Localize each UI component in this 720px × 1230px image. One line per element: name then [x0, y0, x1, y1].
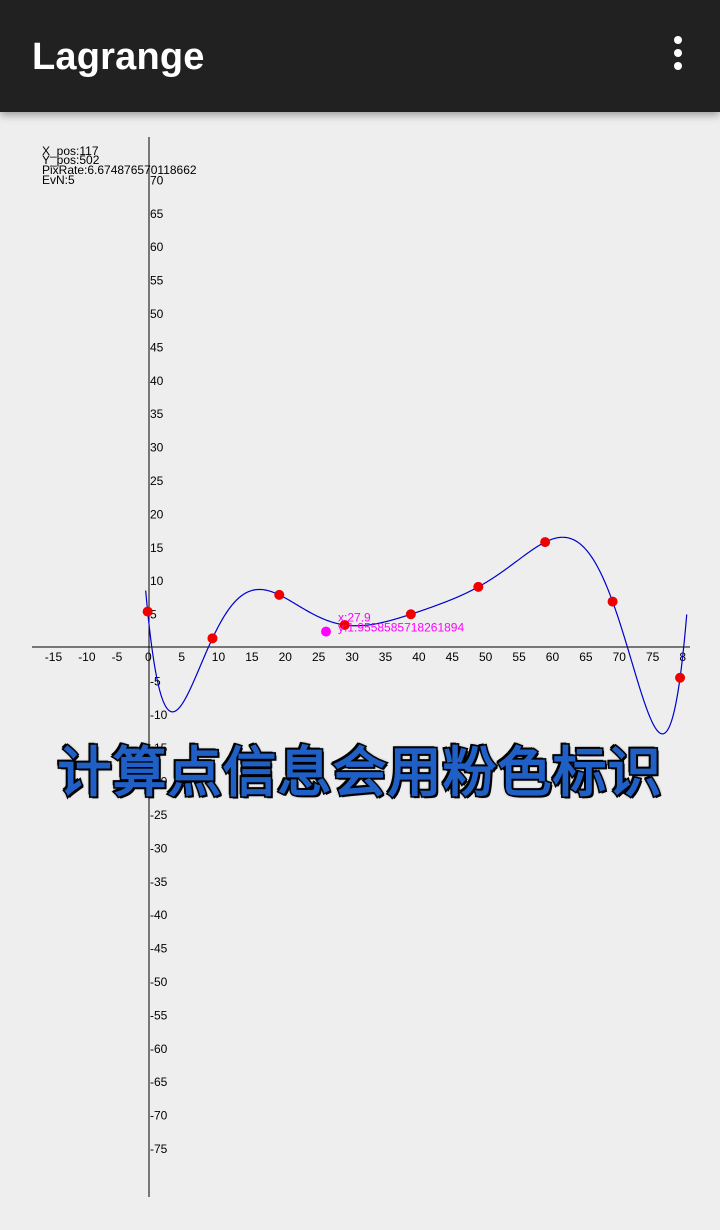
y-tick-label: 40 [150, 374, 164, 388]
x-tick-label: -10 [78, 650, 96, 664]
data-point [473, 581, 484, 592]
x-tick-label: 60 [546, 650, 560, 664]
data-point [339, 619, 350, 630]
x-tick-label: 15 [245, 650, 259, 664]
x-tick-label: 30 [345, 650, 359, 664]
x-tick-label: -15 [45, 650, 63, 664]
data-point [675, 672, 686, 683]
caption-overlay: 计算点信息会用粉色标识 [56, 740, 663, 806]
y-tick-label: -55 [150, 1008, 168, 1022]
x-tick-label: 40 [412, 650, 426, 664]
y-tick-label: -5 [150, 674, 161, 688]
x-tick-label: -5 [112, 650, 123, 664]
y-tick-label: -60 [150, 1042, 168, 1056]
y-tick-label: -25 [150, 808, 168, 822]
debug-y-pos: Y_pos:502 [42, 153, 100, 167]
y-tick-label: -65 [150, 1075, 168, 1089]
y-tick-label: -15 [150, 741, 168, 755]
overflow-menu-icon[interactable] [666, 36, 690, 76]
debug-evn: EvN:5 [42, 173, 75, 187]
computed-y-label: y:1.9558585718261894 [338, 621, 464, 635]
y-tick-label: -10 [150, 708, 168, 722]
debug-pix-rate: PixRate:6.674876570118662 [42, 163, 197, 177]
x-tick-label: 65 [579, 650, 593, 664]
y-tick-label: 55 [150, 274, 164, 288]
app-title: Lagrange [32, 36, 205, 78]
computed-point [321, 626, 332, 637]
y-tick-label: 65 [150, 207, 164, 221]
y-tick-label: -40 [150, 908, 168, 922]
y-tick-label: 70 [150, 173, 164, 187]
y-tick-label: 50 [150, 307, 164, 321]
x-tick-label: 75 [646, 650, 660, 664]
data-point [607, 596, 618, 607]
y-tick-label: 10 [150, 574, 164, 588]
y-tick-label: -20 [150, 775, 168, 789]
y-tick-label: -75 [150, 1142, 168, 1156]
y-tick-label: -50 [150, 975, 168, 989]
x-tick-label: 20 [279, 650, 293, 664]
y-tick-label: 15 [150, 541, 164, 555]
y-tick-label: 60 [150, 240, 164, 254]
data-point [207, 633, 218, 644]
app-bar: Lagrange [0, 0, 720, 112]
y-tick-label: 35 [150, 407, 164, 421]
x-tick-label: 0 [145, 650, 152, 664]
data-point [142, 606, 153, 617]
y-tick-label: 45 [150, 340, 164, 354]
y-tick-label: -30 [150, 841, 168, 855]
y-tick-label: 5 [150, 608, 157, 622]
x-tick-label: 55 [512, 650, 526, 664]
debug-x-pos: X_pos:117 [42, 144, 99, 158]
data-point [274, 589, 285, 600]
x-tick-label: 5 [178, 650, 185, 664]
y-tick-label: 25 [150, 474, 164, 488]
x-tick-label: 35 [379, 650, 393, 664]
y-tick-label: -45 [150, 942, 168, 956]
y-tick-label: 20 [150, 507, 164, 521]
y-tick-label: -35 [150, 875, 168, 889]
computed-x-label: x:27.9 [338, 611, 371, 625]
x-tick-label: 70 [613, 650, 627, 664]
x-tick-label: 25 [312, 650, 326, 664]
interpolation-curve [145, 536, 688, 735]
lagrange-plot[interactable]: X_pos:117 Y_pos:502 PixRate:6.6748765701… [0, 112, 720, 1230]
data-point [540, 537, 551, 548]
y-tick-label: 30 [150, 441, 164, 455]
data-point [405, 609, 416, 620]
x-tick-label: 50 [479, 650, 493, 664]
x-tick-label: 45 [446, 650, 460, 664]
x-tick-label: 10 [212, 650, 226, 664]
y-tick-label: -70 [150, 1109, 168, 1123]
